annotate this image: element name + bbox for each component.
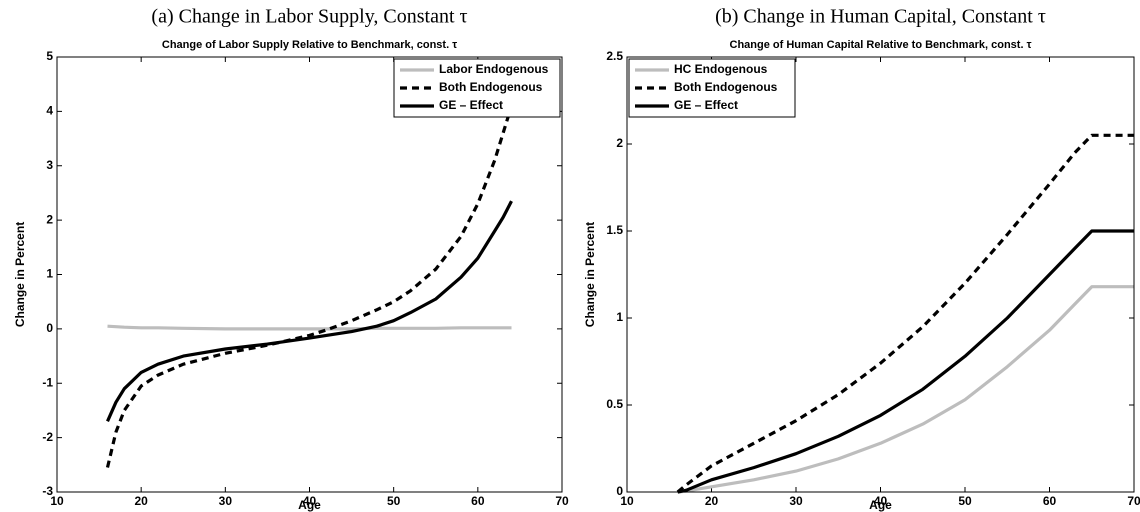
legend-label: Labor Endogenous xyxy=(439,62,549,76)
y-tick-label: 0 xyxy=(46,321,53,335)
x-tick-label: 10 xyxy=(50,494,64,508)
plot-frame xyxy=(56,56,563,493)
legend-label: GE – Effect xyxy=(439,98,503,112)
x-tick-label: 40 xyxy=(303,494,317,508)
plot-frame xyxy=(626,56,1135,493)
series-line xyxy=(105,105,514,468)
x-tick-label: 40 xyxy=(874,494,888,508)
y-tick-label: 0.5 xyxy=(606,397,623,411)
series-line xyxy=(107,324,512,331)
chart-title: Change of Labor Supply Relative to Bench… xyxy=(162,39,457,51)
legend-label: Both Endogenous xyxy=(674,80,778,94)
y-tick-label: 2 xyxy=(46,212,53,226)
series-line xyxy=(677,285,1134,494)
x-tick-label: 70 xyxy=(1127,494,1140,508)
y-tick-label: -2 xyxy=(42,430,53,444)
x-tick-label: 20 xyxy=(705,494,719,508)
series-line xyxy=(676,133,1134,494)
y-tick-label: -1 xyxy=(42,375,53,389)
y-axis-label: Change in Percent xyxy=(583,222,597,327)
series-line xyxy=(106,200,513,422)
x-tick-label: 50 xyxy=(387,494,401,508)
caption: (a) Change in Labor Supply, Constant τ xyxy=(151,6,467,28)
legend-label: GE – Effect xyxy=(674,98,738,112)
x-tick-label: 60 xyxy=(471,494,485,508)
y-tick-label: 3 xyxy=(46,158,53,172)
y-tick-label: 1.5 xyxy=(606,223,623,237)
x-tick-label: 60 xyxy=(1043,494,1057,508)
legend-label: HC Endogenous xyxy=(674,62,768,76)
y-tick-label: 2.5 xyxy=(606,49,623,63)
x-tick-label: 20 xyxy=(134,494,148,508)
x-tick-label: 10 xyxy=(620,494,634,508)
y-axis-label: Change in Percent xyxy=(13,222,27,327)
y-tick-label: 4 xyxy=(46,104,53,118)
x-tick-label: 30 xyxy=(219,494,233,508)
y-tick-label: 1 xyxy=(616,310,623,324)
y-tick-label: 5 xyxy=(46,49,53,63)
x-tick-label: 70 xyxy=(555,494,569,508)
y-tick-label: 0 xyxy=(616,484,623,498)
x-tick-label: 30 xyxy=(789,494,803,508)
series-line xyxy=(677,229,1134,494)
x-axis-label: Age xyxy=(298,498,321,512)
y-tick-label: 2 xyxy=(616,136,623,150)
x-tick-label: 50 xyxy=(958,494,972,508)
x-axis-label: Age xyxy=(869,498,892,512)
legend-label: Both Endogenous xyxy=(439,80,543,94)
chart-title: Change of Human Capital Relative to Benc… xyxy=(730,39,1032,51)
y-tick-label: -3 xyxy=(42,484,53,498)
caption: (b) Change in Human Capital, Constant τ xyxy=(715,6,1046,28)
y-tick-label: 1 xyxy=(46,267,53,281)
